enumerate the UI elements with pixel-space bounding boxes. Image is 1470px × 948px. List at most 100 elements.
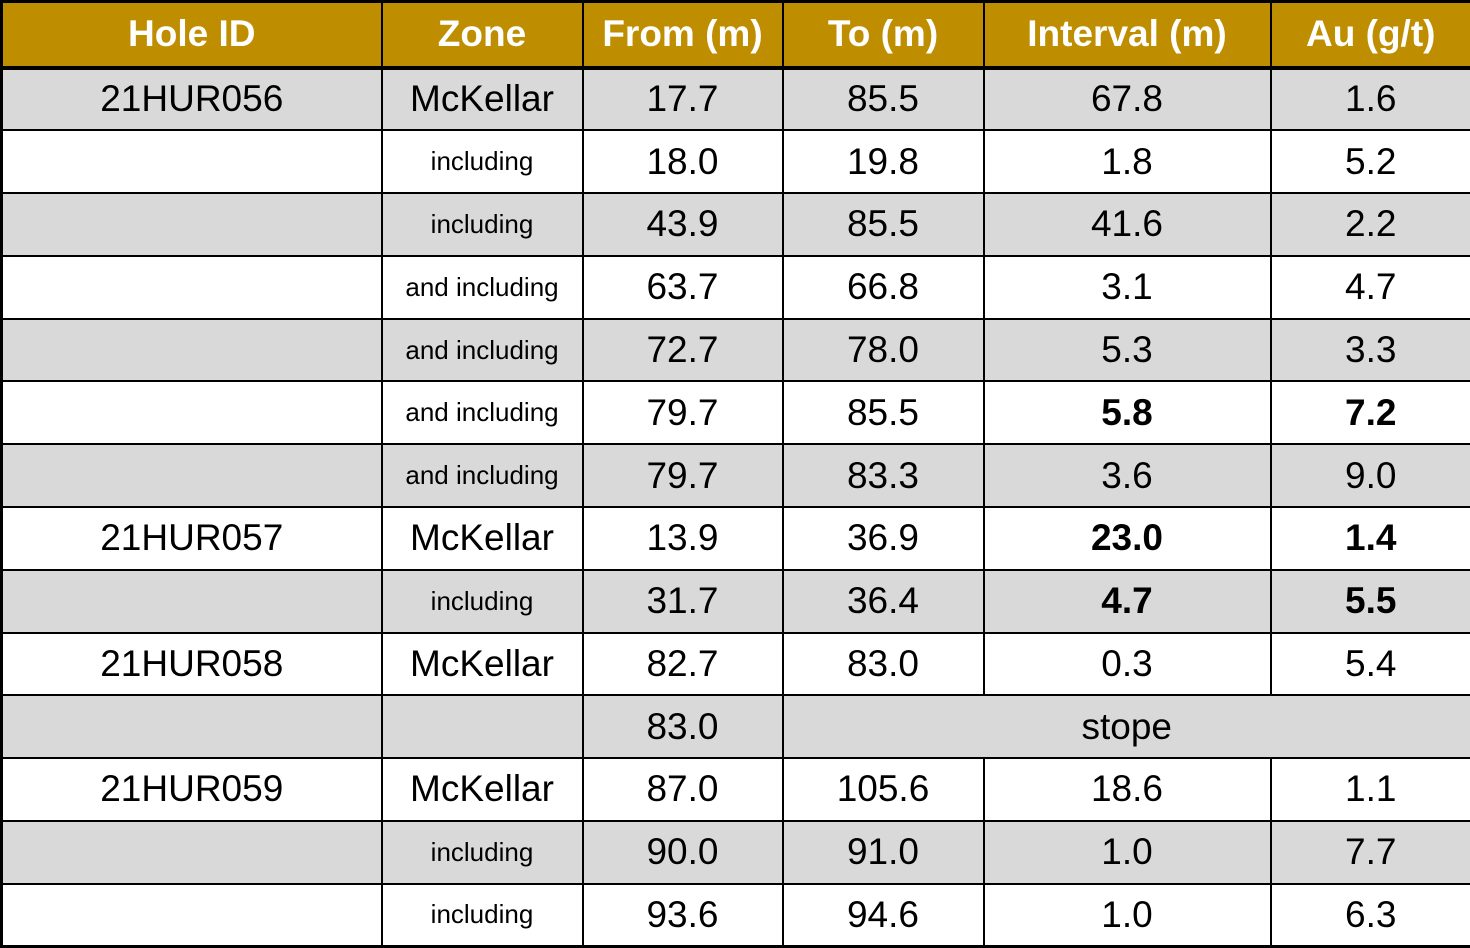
table-row: including 18.0 19.8 1.8 5.2: [0, 129, 1470, 195]
au-cell: 1.1: [1269, 757, 1470, 822]
to-cell: 36.4: [781, 568, 985, 634]
interval-cell: 4.7: [982, 568, 1272, 634]
au-cell: 1.4: [1269, 505, 1470, 571]
table-body: 21HUR056 McKellar 17.7 85.5 67.8 1.6 including…: [0, 66, 1470, 948]
from-cell: 83.0: [581, 694, 784, 760]
table-row: and including 79.7 85.5 5.8 7.2: [0, 380, 1470, 446]
au-cell: 2.2: [1269, 192, 1470, 257]
hole-id-cell: [0, 568, 383, 634]
table-row: 83.0 stope: [0, 694, 1470, 760]
from-cell: 87.0: [581, 757, 784, 822]
header-zone: Zone: [380, 0, 584, 70]
to-cell: 83.3: [781, 443, 985, 508]
au-cell: 5.5: [1269, 568, 1470, 634]
au-cell: 1.6: [1269, 66, 1470, 132]
au-cell: 6.3: [1269, 882, 1470, 948]
table-row: and including 72.7 78.0 5.3 3.3: [0, 317, 1470, 383]
stope-note-cell: stope: [781, 694, 1470, 760]
header-interval: Interval (m): [982, 0, 1272, 70]
hole-id-cell: 21HUR057: [0, 505, 383, 571]
to-cell: 85.5: [781, 380, 985, 446]
zone-cell: McKellar: [380, 631, 584, 697]
hole-id-cell: [0, 443, 383, 508]
au-cell: 9.0: [1269, 443, 1470, 508]
interval-cell: 3.1: [982, 254, 1272, 320]
zone-cell: including: [380, 568, 584, 634]
hole-id-cell: [0, 694, 383, 760]
from-cell: 79.7: [581, 380, 784, 446]
from-cell: 72.7: [581, 317, 784, 383]
au-cell: 7.2: [1269, 380, 1470, 446]
to-cell: 66.8: [781, 254, 985, 320]
au-cell: 4.7: [1269, 254, 1470, 320]
hole-id-cell: [0, 317, 383, 383]
header-hole-id: Hole ID: [0, 0, 383, 70]
to-cell: 105.6: [781, 757, 985, 822]
to-cell: 94.6: [781, 882, 985, 948]
zone-cell: including: [380, 882, 584, 948]
to-cell: 85.5: [781, 192, 985, 257]
table-row: 21HUR056 McKellar 17.7 85.5 67.8 1.6: [0, 66, 1470, 132]
interval-cell: 0.3: [982, 631, 1272, 697]
from-cell: 93.6: [581, 882, 784, 948]
hole-id-cell: 21HUR058: [0, 631, 383, 697]
hole-id-cell: [0, 882, 383, 948]
to-cell: 85.5: [781, 66, 985, 132]
zone-cell: McKellar: [380, 505, 584, 571]
from-cell: 31.7: [581, 568, 784, 634]
interval-cell: 5.3: [982, 317, 1272, 383]
interval-cell: 1.0: [982, 882, 1272, 948]
hole-id-cell: 21HUR056: [0, 66, 383, 132]
to-cell: 36.9: [781, 505, 985, 571]
table-row: 21HUR057 McKellar 13.9 36.9 23.0 1.4: [0, 505, 1470, 571]
hole-id-cell: 21HUR059: [0, 757, 383, 822]
zone-cell: and including: [380, 443, 584, 508]
zone-cell: and including: [380, 317, 584, 383]
interval-cell: 5.8: [982, 380, 1272, 446]
au-cell: 5.4: [1269, 631, 1470, 697]
interval-cell: 23.0: [982, 505, 1272, 571]
hole-id-cell: [0, 819, 383, 885]
header-to: To (m): [781, 0, 985, 70]
interval-cell: 3.6: [982, 443, 1272, 508]
from-cell: 17.7: [581, 66, 784, 132]
zone-cell: McKellar: [380, 66, 584, 132]
interval-cell: 1.8: [982, 129, 1272, 195]
table-row: and including 63.7 66.8 3.1 4.7: [0, 254, 1470, 320]
hole-id-cell: [0, 380, 383, 446]
table-row: 21HUR059 McKellar 87.0 105.6 18.6 1.1: [0, 757, 1470, 822]
table-row: including 43.9 85.5 41.6 2.2: [0, 192, 1470, 257]
from-cell: 79.7: [581, 443, 784, 508]
au-cell: 5.2: [1269, 129, 1470, 195]
header-from: From (m): [581, 0, 784, 70]
zone-cell: including: [380, 129, 584, 195]
from-cell: 63.7: [581, 254, 784, 320]
zone-cell: including: [380, 819, 584, 885]
au-cell: 3.3: [1269, 317, 1470, 383]
to-cell: 78.0: [781, 317, 985, 383]
zone-cell: McKellar: [380, 757, 584, 822]
to-cell: 91.0: [781, 819, 985, 885]
au-cell: 7.7: [1269, 819, 1470, 885]
interval-cell: 67.8: [982, 66, 1272, 132]
zone-cell: [380, 694, 584, 760]
to-cell: 19.8: [781, 129, 985, 195]
table-row: including 93.6 94.6 1.0 6.3: [0, 882, 1470, 948]
from-cell: 90.0: [581, 819, 784, 885]
from-cell: 18.0: [581, 129, 784, 195]
table-row: including 90.0 91.0 1.0 7.7: [0, 819, 1470, 885]
table-row: and including 79.7 83.3 3.6 9.0: [0, 443, 1470, 508]
from-cell: 82.7: [581, 631, 784, 697]
table-row: 21HUR058 McKellar 82.7 83.0 0.3 5.4: [0, 631, 1470, 697]
hole-id-cell: [0, 192, 383, 257]
hole-id-cell: [0, 254, 383, 320]
zone-cell: including: [380, 192, 584, 257]
interval-cell: 1.0: [982, 819, 1272, 885]
zone-cell: and including: [380, 254, 584, 320]
table-row: including 31.7 36.4 4.7 5.5: [0, 568, 1470, 634]
from-cell: 13.9: [581, 505, 784, 571]
header-au: Au (g/t): [1269, 0, 1470, 70]
from-cell: 43.9: [581, 192, 784, 257]
hole-id-cell: [0, 129, 383, 195]
